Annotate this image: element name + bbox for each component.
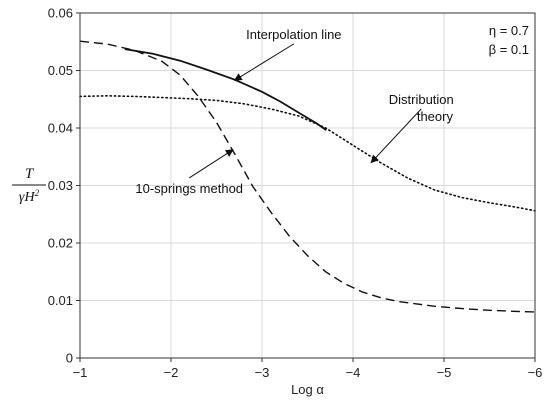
parameter-eta: η = 0.7 [489,23,529,38]
tick-labels: −1 −2 −3 −4 −5 −6 0 0.01 0.02 0.03 0.04 0.05 0.06 [48,6,543,381]
y-tick-label: 0.06 [48,6,73,21]
y-tick-label: 0.03 [48,178,73,193]
y-axis-label-numerator: T [25,166,35,182]
x-tick-label: −2 [164,365,179,380]
series-group [79,40,536,313]
y-tick-label: 0.01 [48,293,73,308]
y-tick-label: 0 [66,351,73,366]
y-tick-label: 0.05 [48,63,73,78]
y-tick-label: 0.04 [48,121,73,136]
x-tick-label: −5 [437,365,452,380]
series-line-dotted [79,95,536,212]
x-axis-label: Log α [291,382,324,397]
series-line-dashed [79,40,536,313]
annotation-label: 10-springs method [135,181,243,196]
annotation-arrow [370,108,422,164]
x-tick-label: −3 [255,365,270,380]
y-axis-label-denominator-sup: 2 [35,188,40,198]
annotation-label: theory [417,109,454,124]
annotation-label: Interpolation line [246,27,341,42]
y-axis-label: T γH2 [12,166,46,205]
annotation-arrow [188,149,234,179]
annotation-label: Distribution [389,92,454,107]
y-tick-label: 0.02 [48,236,73,251]
y-axis-label-denominator: γH2 [19,188,40,205]
y-axis-label-denominator-main: γH [19,190,36,205]
parameter-beta: β = 0.1 [489,42,529,57]
series-line-solid [124,48,327,131]
x-tick-label: −1 [73,365,88,380]
x-tick-label: −6 [528,365,543,380]
annotation-arrow [233,43,295,81]
annotations-group: Interpolation line Distribution theory 10-s… [135,27,453,196]
x-tick-label: −4 [346,365,361,380]
